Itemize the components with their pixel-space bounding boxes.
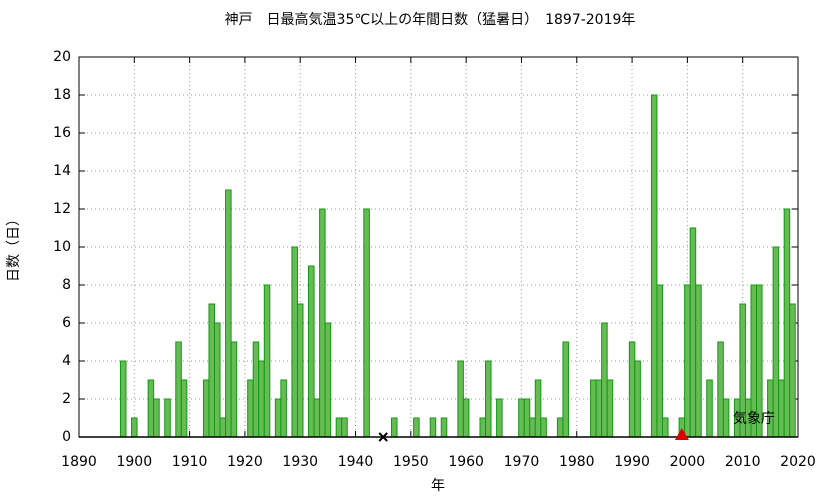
bar	[280, 379, 287, 438]
bar	[214, 322, 221, 438]
bar	[258, 360, 265, 438]
bar	[462, 398, 470, 438]
bar	[131, 417, 138, 438]
x-tick-label: 1910	[172, 454, 208, 470]
bar	[225, 189, 232, 438]
bar	[440, 417, 448, 438]
bar	[180, 379, 188, 438]
bar	[689, 227, 697, 438]
bar	[485, 360, 492, 438]
bar	[208, 303, 216, 438]
bar	[562, 341, 569, 438]
bar	[601, 322, 608, 438]
x-tick-label: 2000	[670, 454, 706, 470]
bar	[606, 379, 614, 438]
y-tick-label: 12	[53, 201, 71, 217]
y-tick-label: 18	[53, 87, 71, 103]
x-tick-label: 2010	[725, 454, 761, 470]
bar	[153, 398, 160, 438]
bar	[252, 341, 260, 438]
bar	[457, 360, 464, 438]
x-tick-label: 1930	[282, 454, 318, 470]
y-tick-label: 16	[53, 125, 71, 141]
bar	[695, 284, 702, 438]
bar	[335, 417, 343, 438]
y-tick-label: 6	[62, 315, 71, 331]
bar	[313, 398, 321, 438]
bar	[556, 417, 564, 438]
bar	[778, 379, 785, 438]
bar	[590, 379, 597, 438]
bar	[534, 379, 542, 438]
x-tick-label: 1900	[116, 454, 152, 470]
triangle-marker	[674, 428, 689, 440]
y-tick-label: 20	[53, 49, 71, 65]
bar	[650, 94, 658, 438]
bar	[496, 398, 503, 438]
bar	[175, 341, 182, 438]
annotation: 気象庁	[733, 411, 775, 427]
bar	[296, 303, 304, 438]
bar	[202, 379, 210, 438]
x-tick-label: 1950	[393, 454, 429, 470]
bar	[119, 360, 127, 438]
bar	[518, 398, 525, 438]
bar	[308, 265, 315, 438]
bar	[274, 398, 282, 438]
bar	[341, 417, 348, 438]
x-tick-label: 1970	[504, 454, 540, 470]
bar	[164, 398, 171, 438]
bar	[523, 398, 531, 438]
bar	[628, 341, 636, 438]
bar	[263, 284, 271, 438]
bar	[324, 322, 332, 438]
bar	[291, 246, 298, 438]
bar	[147, 379, 155, 438]
bar	[684, 284, 691, 438]
bar	[540, 417, 547, 438]
x-tick-label: 1960	[448, 454, 484, 470]
bar	[479, 417, 487, 438]
bar	[634, 360, 641, 438]
x-axis-label: 年	[431, 478, 445, 494]
bar	[722, 398, 730, 438]
bar	[219, 417, 227, 438]
x-tick-label: 1920	[227, 454, 263, 470]
x-tick-label: 1890	[61, 454, 97, 470]
chart-title: 神戸 日最高気温35℃以上の年間日数（猛暑日） 1897-2019年	[225, 11, 636, 28]
bar	[413, 417, 420, 438]
bar	[767, 379, 774, 438]
y-tick-label: 2	[62, 391, 71, 407]
y-tick-label: 14	[53, 163, 71, 179]
bar	[319, 208, 326, 438]
y-tick-label: 10	[53, 239, 71, 255]
bar	[783, 208, 791, 438]
y-tick-label: 8	[62, 277, 71, 293]
bar	[363, 208, 370, 438]
y-axis-label: 日数（日）	[6, 212, 22, 282]
y-tick-label: 4	[62, 353, 71, 369]
bar	[529, 417, 536, 438]
bar	[661, 417, 669, 438]
x-tick-label: 1980	[559, 454, 595, 470]
bar	[595, 379, 603, 438]
bar	[247, 379, 254, 438]
bar	[772, 246, 780, 438]
bar	[429, 417, 437, 438]
bar	[656, 284, 663, 438]
x-tick-label: 1940	[338, 454, 374, 470]
x-tick-label: 2020	[780, 454, 816, 470]
bar	[230, 341, 238, 438]
plot-frame	[78, 56, 799, 438]
bar	[789, 303, 796, 438]
y-tick-label: 0	[62, 429, 71, 445]
bar	[706, 379, 713, 438]
bar	[390, 417, 398, 438]
bar	[717, 341, 724, 438]
missing-marker	[378, 432, 388, 442]
x-tick-label: 1990	[614, 454, 650, 470]
